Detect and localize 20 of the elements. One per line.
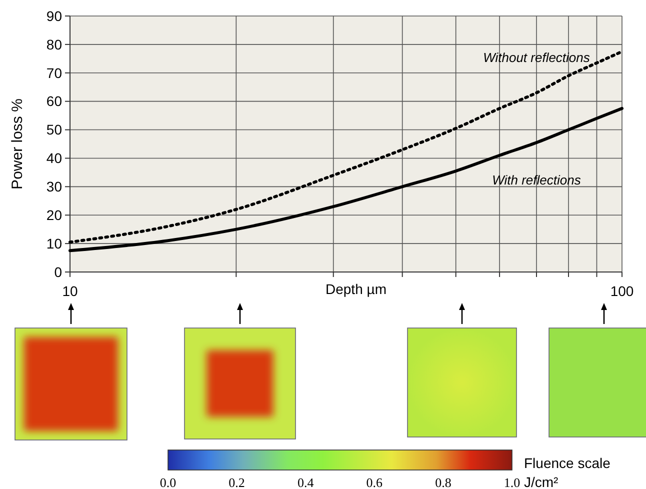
y-tick-label: 20 xyxy=(46,207,62,224)
y-tick-label: 90 xyxy=(46,8,62,24)
color-bar-label: 0.6 xyxy=(366,475,384,489)
x-tick-label: 100 xyxy=(610,283,634,299)
color-bar-label: 0.8 xyxy=(435,475,452,489)
y-tick-label: 30 xyxy=(46,178,62,195)
color-bar-title: Fluence scale J/cm² xyxy=(524,455,611,489)
y-tick-label: 60 xyxy=(46,93,62,110)
y-axis-title: Power loss % xyxy=(9,98,26,190)
y-tick-label: 50 xyxy=(46,122,62,138)
color-bar-label: 0.0 xyxy=(160,475,176,489)
y-tick-label: 10 xyxy=(46,235,62,252)
x-axis-title: Depth µm xyxy=(326,281,386,297)
color-bar-label: 1.0 xyxy=(504,475,520,489)
y-tick-label: 70 xyxy=(46,64,62,81)
y-tick-label: 80 xyxy=(46,36,62,52)
y-tick-label: 40 xyxy=(46,150,62,166)
color-bar-label: 0.4 xyxy=(297,475,314,489)
color-bar-label: 0.2 xyxy=(228,475,245,489)
y-tick-label: 0 xyxy=(54,264,62,280)
